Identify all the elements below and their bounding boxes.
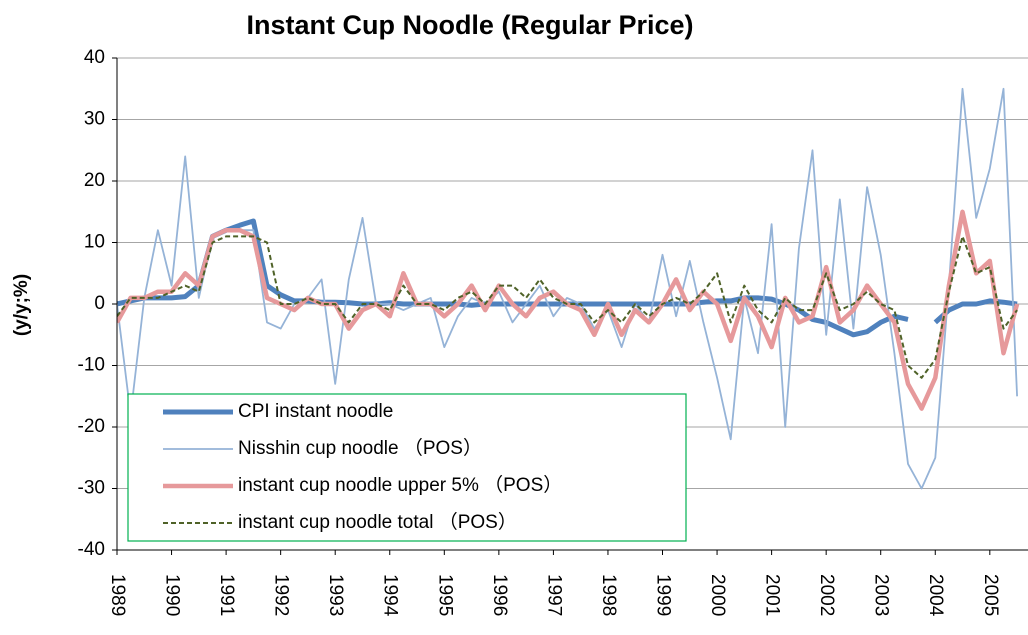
- y-tick-label: 0: [94, 293, 105, 314]
- y-tick-label: -40: [78, 539, 105, 560]
- x-tick-label: 2005: [980, 574, 1001, 616]
- x-tick-label: 2002: [816, 574, 837, 616]
- legend-label: CPI instant noodle: [238, 401, 393, 422]
- y-axis-label: (y/y;%): [11, 274, 32, 336]
- series-line: [933, 298, 1018, 325]
- x-tick-label: 1996: [489, 574, 510, 616]
- legend-box: [127, 393, 687, 542]
- chart-title: Instant Cup Noodle (Regular Price): [246, 10, 693, 40]
- x-tick-label: 1998: [598, 574, 619, 616]
- legend-label: Nisshin cup noodle （POS）: [238, 437, 482, 459]
- x-tick-label: 1990: [162, 574, 183, 616]
- legend-label: instant cup noodle total （POS）: [238, 511, 517, 533]
- x-tick-label: 1992: [271, 574, 292, 616]
- y-tick-label: -20: [78, 416, 105, 437]
- y-tick-label: -10: [78, 355, 105, 376]
- y-tick-label: -30: [78, 478, 105, 499]
- x-tick-label: 1997: [543, 574, 564, 616]
- x-tick-label: 2003: [871, 574, 892, 616]
- x-tick-label: 1989: [107, 574, 128, 616]
- legend-label: instant cup noodle upper 5% （POS）: [238, 474, 562, 496]
- x-tick-label: 1991: [216, 574, 237, 616]
- axes: -40 -30 -20 -10 0 10 20 30 40 1989 1990 1991 1992 199…: [78, 47, 1028, 617]
- series-line: [117, 218, 909, 338]
- series-line: [117, 235, 1018, 379]
- x-tick-label: 2001: [762, 574, 783, 616]
- plot-area: [117, 87, 1020, 490]
- y-tick-label: 20: [84, 170, 105, 191]
- x-tick-label: 1993: [325, 574, 346, 616]
- y-tick-label: 30: [84, 109, 105, 130]
- legend: CPI instant noodle Nisshin cup noodle （PO…: [127, 393, 687, 542]
- x-tick-label: 1999: [652, 574, 673, 616]
- x-tick-label: 2000: [707, 574, 728, 616]
- x-tick-label: 2004: [925, 574, 946, 617]
- series-line: [117, 87, 1018, 490]
- y-tick-label: 10: [84, 232, 105, 253]
- x-tick-label: 1994: [380, 574, 401, 617]
- series-line: [117, 209, 1020, 411]
- y-tick-label: 40: [84, 47, 105, 68]
- x-tick-label: 1995: [434, 574, 455, 616]
